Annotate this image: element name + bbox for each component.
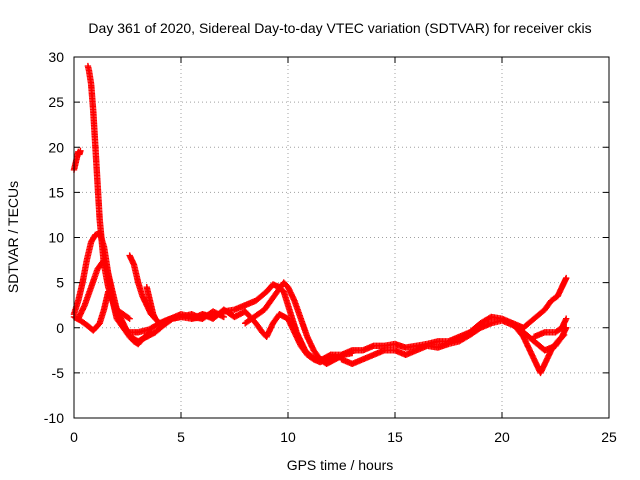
y-tick-label: 25 [48, 94, 64, 110]
data-point [125, 314, 132, 322]
data-point [220, 313, 227, 321]
y-axis-label: SDTVAR / TECUs [5, 181, 21, 293]
y-tick-label: -5 [52, 365, 65, 381]
data-point [77, 147, 84, 155]
x-tick-label: 5 [177, 429, 185, 445]
y-tick-label: 30 [48, 49, 64, 65]
data-point [563, 315, 570, 322]
y-tick-label: 20 [48, 139, 64, 155]
data-point [152, 315, 159, 322]
chart-title: Day 361 of 2020, Sidereal Day-to-day VTE… [88, 20, 591, 36]
y-tick-label: 5 [56, 275, 64, 291]
x-axis-label: GPS time / hours [287, 457, 394, 473]
tick-labels: 0 5 10 15 20 25 -10 -5 0 5 10 15 20 25 30 [44, 49, 617, 445]
data-point [563, 274, 570, 282]
grid [74, 57, 609, 418]
y-tick-label: 15 [48, 184, 64, 200]
x-tick-label: 0 [70, 429, 78, 445]
x-tick-label: 15 [387, 429, 403, 445]
axis-ticks [73, 56, 610, 419]
y-tick-label: 0 [56, 320, 64, 336]
y-tick-label: -10 [44, 410, 64, 426]
x-tick-label: 20 [494, 429, 510, 445]
data-point [147, 329, 155, 336]
data-point [126, 315, 133, 322]
x-tick-label: 25 [601, 429, 617, 445]
y-tick-label: 10 [48, 230, 64, 246]
data-points [70, 62, 570, 377]
x-tick-label: 10 [280, 429, 296, 445]
data-point [146, 329, 153, 337]
